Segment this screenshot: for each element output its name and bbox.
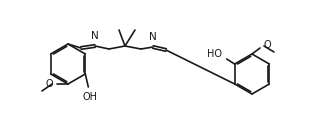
Text: HO: HO: [207, 49, 222, 59]
Text: N: N: [91, 31, 99, 41]
Text: OH: OH: [83, 92, 98, 102]
Text: O: O: [263, 40, 271, 50]
Text: O: O: [45, 79, 53, 89]
Text: N: N: [149, 32, 157, 42]
